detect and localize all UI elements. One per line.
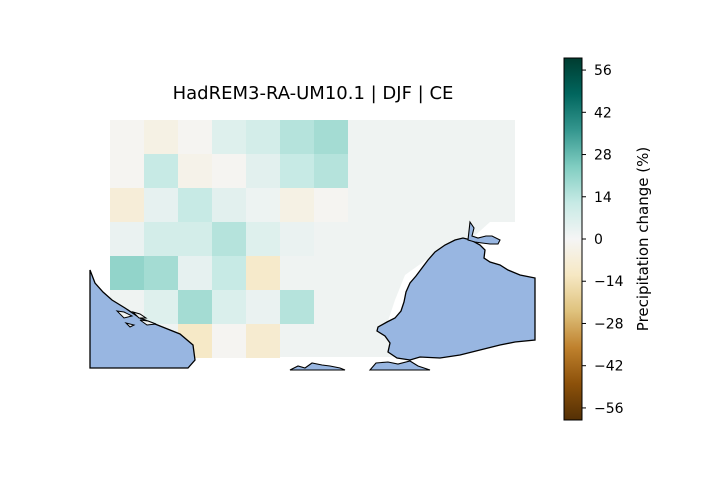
colorbar-tick-label: 14	[594, 190, 612, 206]
grid-cell-r4-c0	[110, 256, 144, 290]
colorbar-gradient	[563, 57, 583, 421]
grid-cell-r6-c3	[212, 324, 246, 358]
grid-cell-r3-c0	[110, 222, 144, 256]
grid-cell-r0-c0	[110, 120, 144, 154]
grid-cell-r0-c3	[212, 120, 246, 154]
colorbar-tick-label: 0	[594, 232, 603, 248]
colorbar-ticks: 56 42 28 14 0 −14 −28 −42 −56	[582, 63, 624, 417]
grid-cell-r1-c6	[314, 154, 348, 188]
grid-cell-r3-c5	[280, 222, 314, 256]
grid-cell-r2-c0	[110, 188, 144, 222]
grid-cell-r6-c4	[246, 324, 280, 358]
grid-cell-r1-c0	[110, 154, 144, 188]
colorbar-tick-label: 56	[594, 63, 612, 79]
map-panel	[89, 120, 536, 371]
grid-cell-r2-c4	[246, 188, 280, 222]
grid-cell-r2-c3	[212, 188, 246, 222]
grid-cell-r2-c2	[178, 188, 212, 222]
island-1	[115, 310, 134, 319]
colorbar-tick-label: −28	[594, 316, 624, 332]
colorbar-tick-label: 42	[594, 105, 612, 121]
black-sea	[376, 237, 536, 361]
island-3	[139, 319, 157, 326]
grid-cell-r2-c1	[144, 188, 178, 222]
grid-cell-r0-c5	[280, 120, 314, 154]
grid-cell-r3-c4	[246, 222, 280, 256]
map-title: HadREM3-RA-UM10.1 | DJF | CE	[173, 83, 454, 104]
grid-cell-r5-c4	[246, 290, 280, 324]
grid-cell-r4-c3	[212, 256, 246, 290]
grid-cell-r3-c1	[144, 222, 178, 256]
grid-cell-r2-c6	[314, 188, 348, 222]
colorbar-tick-label: 28	[594, 148, 612, 164]
grid-cell-r5-c3	[212, 290, 246, 324]
grid-cell-r4-c1	[144, 256, 178, 290]
grid-cell-r3-c3	[212, 222, 246, 256]
grid-cell-r5-c2	[178, 290, 212, 324]
colorbar-tick-label: −56	[594, 401, 624, 417]
grid-cell-r1-c1	[144, 154, 178, 188]
grid-cell-r0-c6	[314, 120, 348, 154]
grid-cells	[110, 120, 348, 358]
grid-cell-r0-c2	[178, 120, 212, 154]
marmara-sea-fragment	[368, 360, 431, 371]
grid-cell-r5-c1	[144, 290, 178, 324]
grid-cell-r1-c3	[212, 154, 246, 188]
island-4	[124, 322, 136, 328]
island-2	[131, 310, 148, 319]
grid-cell-r3-c2	[178, 222, 212, 256]
grid-cell-r1-c4	[246, 154, 280, 188]
grid-cell-r1-c5	[280, 154, 314, 188]
grid-cell-r0-c4	[246, 120, 280, 154]
adriatic-sea	[89, 269, 196, 369]
grid-cell-r2-c5	[280, 188, 314, 222]
grid-cell-r0-c1	[144, 120, 178, 154]
colorbar-tick-label: −42	[594, 359, 624, 375]
grid-cell-r4-c4	[246, 256, 280, 290]
grid-cell-r1-c2	[178, 154, 212, 188]
sea-of-azov-inlet	[467, 220, 501, 245]
grid-cell-r4-c2	[178, 256, 212, 290]
colorbar-label: Precipitation change (%)	[634, 147, 652, 331]
aegean-sea-fragment	[289, 362, 346, 371]
colorbar: 56 42 28 14 0 −14 −28 −42 −56 Precipitation chan…	[563, 57, 652, 421]
colorbar-tick-label: −14	[594, 274, 624, 290]
grid-cell-r5-c5	[280, 290, 314, 324]
